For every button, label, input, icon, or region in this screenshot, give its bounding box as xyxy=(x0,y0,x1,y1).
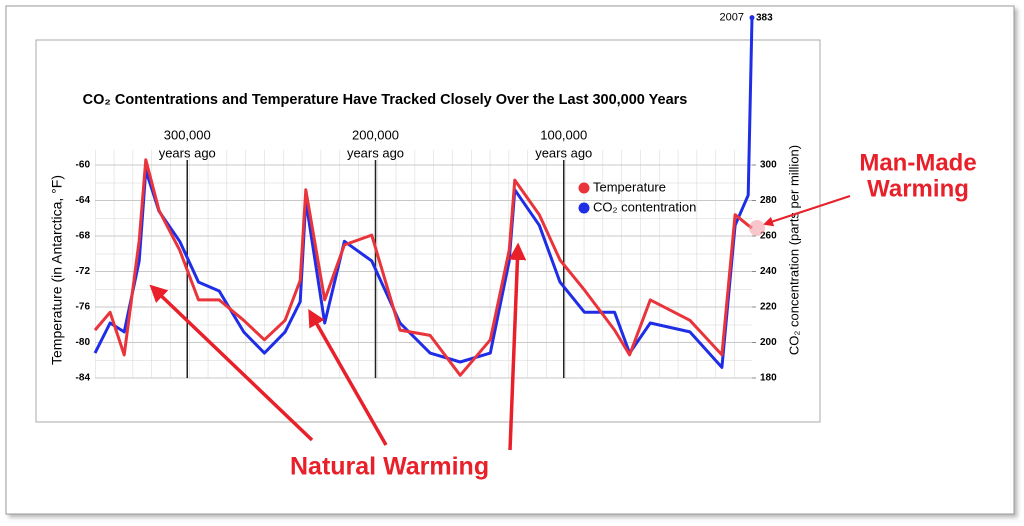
y2-tick-label: 260 xyxy=(760,231,777,242)
y-tick-label: -80 xyxy=(76,337,91,348)
y2-tick-label: 240 xyxy=(760,266,777,277)
x-tick-label: 200,000 xyxy=(352,127,399,142)
chart-title: CO₂ Contentrations and Temperature Have … xyxy=(83,92,688,108)
y-tick-label: -64 xyxy=(76,195,91,206)
end-point xyxy=(749,15,755,21)
plot: -60 -64 -68 -72 -76 -80 -84 180 200 220 240 260 280 3… xyxy=(76,12,778,384)
highlight xyxy=(749,220,765,236)
arrows xyxy=(149,195,851,451)
annotation: Natural Warming xyxy=(290,453,489,481)
x-tick-unit: years ago xyxy=(347,145,404,160)
arrow xyxy=(508,242,527,451)
y-tick-label: -60 xyxy=(76,160,91,171)
arrow xyxy=(308,308,388,446)
x-tick-unit: years ago xyxy=(159,145,216,160)
y2-tick-label: 200 xyxy=(760,337,777,348)
series-line xyxy=(93,158,753,377)
y-tick-label: -84 xyxy=(76,373,91,384)
x-tick-label: 100,000 xyxy=(540,127,587,142)
y2-tick-label: 220 xyxy=(760,302,777,313)
y-tick-label: -72 xyxy=(76,266,91,277)
x-tick-unit: years ago xyxy=(535,145,592,160)
y-tick-label: -76 xyxy=(76,302,91,313)
series-line xyxy=(93,17,754,369)
annotation: Man-Made xyxy=(859,149,976,176)
arrow xyxy=(149,284,314,442)
y-axis-label: Temperature (in Antarctica, °F) xyxy=(49,175,65,365)
y-tick-label: -68 xyxy=(76,231,91,242)
minor-grid xyxy=(95,150,752,378)
value-label: 383 xyxy=(756,12,773,23)
y2-tick-label: 180 xyxy=(760,373,777,384)
arrow xyxy=(763,195,851,227)
y2-tick-label: 300 xyxy=(760,160,777,171)
legend-label: Temperature xyxy=(593,179,666,194)
legend-swatch xyxy=(578,202,590,214)
annotation: 2007 xyxy=(720,12,744,24)
legend-label: CO₂ contentration xyxy=(593,199,696,214)
y2-tick-label: 280 xyxy=(760,195,777,206)
x-tick-label: 300,000 xyxy=(164,127,211,142)
annotation: Warming xyxy=(867,175,969,202)
y2-axis-label: CO₂ concentration (parts per million) xyxy=(786,145,801,355)
legend-swatch xyxy=(578,182,590,194)
